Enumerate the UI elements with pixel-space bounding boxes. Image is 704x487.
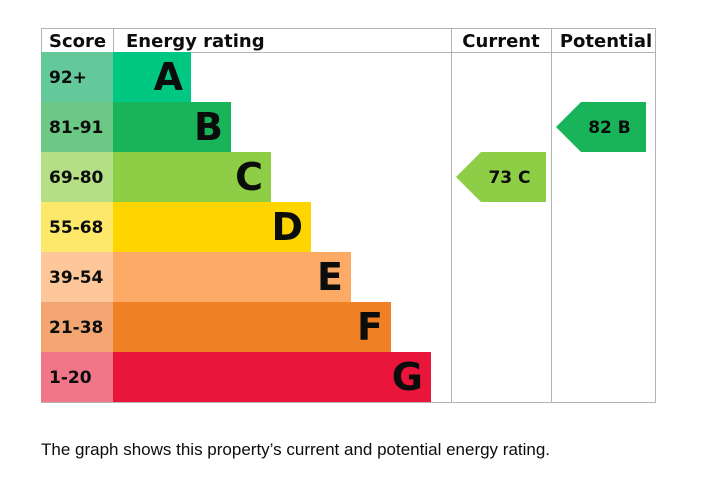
current-rating-arrow: 73 C	[456, 152, 546, 202]
band-g: 1-20 G	[41, 352, 431, 402]
header-energy-rating: Energy rating	[126, 31, 265, 52]
header-score: Score	[49, 31, 106, 52]
band-score-label: 92+	[49, 68, 87, 88]
band-letter: B	[194, 105, 223, 149]
band-score-cell	[41, 252, 113, 302]
rating-arrows: 73 C 82 B	[456, 102, 646, 202]
band-bar	[113, 202, 311, 252]
band-score-label: 39-54	[49, 268, 104, 288]
energy-rating-chart: Score Energy rating Current Potential 92…	[41, 28, 656, 403]
band-a: 92+ A	[41, 52, 191, 102]
band-letter: D	[271, 205, 303, 249]
band-letter: E	[317, 255, 343, 299]
band-score-label: 69-80	[49, 168, 104, 188]
band-letter: A	[154, 55, 184, 99]
band-score-label: 21-38	[49, 318, 103, 338]
rating-bands: 92+ A 81-91 B 69-80 C 55-68 D 39-54 E 21-38 F 1-20 G	[41, 52, 431, 402]
band-bar	[113, 152, 271, 202]
band-letter: G	[392, 355, 423, 399]
potential-rating-arrow: 82 B	[556, 102, 646, 152]
band-score-cell	[41, 102, 113, 152]
chart-caption: The graph shows this property’s current …	[41, 440, 551, 459]
current-rating-arrow-shape	[456, 152, 546, 202]
band-bar	[113, 302, 391, 352]
band-f: 21-38 F	[41, 302, 391, 352]
band-letter: C	[235, 155, 263, 199]
band-score-label: 1-20	[49, 368, 92, 388]
band-bar	[113, 52, 191, 102]
header-row: Score Energy rating Current Potential	[49, 31, 652, 52]
band-d: 55-68 D	[41, 202, 311, 252]
band-b: 81-91 B	[41, 102, 231, 152]
band-c: 69-80 C	[41, 152, 271, 202]
header-potential: Potential	[560, 31, 652, 52]
band-score-cell	[41, 202, 113, 252]
potential-rating-arrow-shape	[556, 102, 646, 152]
band-bar	[113, 352, 431, 402]
band-score-cell	[41, 352, 113, 402]
band-score-cell	[41, 152, 113, 202]
band-bar	[113, 102, 231, 152]
band-score-cell	[41, 52, 113, 102]
band-score-label: 81-91	[49, 118, 103, 138]
band-e: 39-54 E	[41, 252, 351, 302]
current-rating-arrow-label: 73 C	[488, 168, 530, 188]
band-score-cell	[41, 302, 113, 352]
band-letter: F	[357, 305, 383, 349]
band-score-label: 55-68	[49, 218, 103, 238]
header-current: Current	[462, 31, 540, 52]
band-bar	[113, 252, 351, 302]
potential-rating-arrow-label: 82 B	[588, 118, 631, 138]
